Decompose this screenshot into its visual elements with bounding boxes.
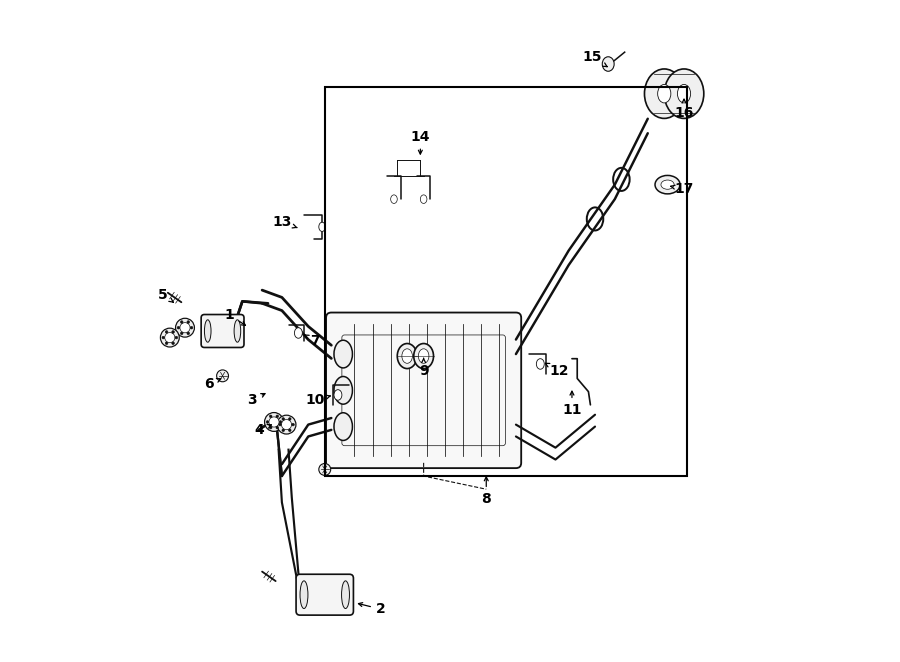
FancyBboxPatch shape [326,312,521,468]
Ellipse shape [282,418,284,420]
Ellipse shape [276,415,279,418]
Ellipse shape [644,69,684,118]
Ellipse shape [282,429,284,432]
Text: 14: 14 [410,130,430,154]
Ellipse shape [319,463,330,475]
Ellipse shape [279,420,282,423]
Ellipse shape [180,320,183,323]
Text: 7: 7 [304,334,320,348]
Ellipse shape [402,349,412,363]
Ellipse shape [661,180,674,189]
Ellipse shape [334,377,353,404]
Ellipse shape [166,330,168,333]
Text: 10: 10 [305,393,330,407]
Ellipse shape [294,328,302,338]
Ellipse shape [162,336,165,339]
Ellipse shape [289,429,291,432]
Ellipse shape [602,57,614,71]
Ellipse shape [180,322,190,333]
Ellipse shape [176,318,194,337]
FancyBboxPatch shape [296,574,354,615]
Ellipse shape [265,412,284,432]
Ellipse shape [655,175,680,194]
Ellipse shape [334,390,342,401]
Ellipse shape [234,320,240,342]
Ellipse shape [187,332,190,335]
Text: 2: 2 [358,602,386,616]
Ellipse shape [165,332,175,343]
Text: 12: 12 [545,363,569,377]
Ellipse shape [279,423,282,426]
Ellipse shape [536,359,544,369]
Ellipse shape [177,326,180,329]
Ellipse shape [217,370,229,382]
Ellipse shape [282,420,292,430]
Ellipse shape [160,328,179,347]
Ellipse shape [664,69,704,118]
Ellipse shape [342,581,349,608]
Ellipse shape [418,349,429,363]
Text: 8: 8 [482,477,491,506]
Ellipse shape [334,340,353,368]
Text: 16: 16 [674,99,694,120]
Ellipse shape [172,342,175,344]
Ellipse shape [414,344,434,369]
Ellipse shape [190,326,193,329]
Text: 3: 3 [248,393,265,407]
Ellipse shape [292,423,294,426]
Text: 9: 9 [418,358,428,377]
Ellipse shape [277,415,296,434]
Text: 4: 4 [254,423,272,437]
Ellipse shape [166,342,168,344]
Text: 13: 13 [272,215,297,229]
Ellipse shape [180,332,183,335]
Ellipse shape [204,320,211,342]
Ellipse shape [420,195,427,203]
Bar [325,87,688,476]
Ellipse shape [276,426,279,429]
Text: 17: 17 [670,182,694,196]
Ellipse shape [175,336,177,339]
Ellipse shape [269,426,272,429]
Text: 1: 1 [224,308,246,326]
Ellipse shape [269,415,272,418]
Ellipse shape [397,344,417,369]
Ellipse shape [319,222,326,232]
Ellipse shape [266,420,269,423]
Ellipse shape [172,330,175,333]
Ellipse shape [269,417,279,427]
Text: 5: 5 [158,288,174,303]
Ellipse shape [187,320,190,323]
Ellipse shape [300,581,308,608]
Text: 15: 15 [582,50,608,67]
Text: 6: 6 [204,377,220,391]
Text: 11: 11 [562,391,581,417]
Ellipse shape [289,418,291,420]
Ellipse shape [391,195,397,203]
Ellipse shape [658,85,670,103]
FancyBboxPatch shape [201,314,244,348]
Ellipse shape [334,412,353,440]
Ellipse shape [678,85,690,103]
